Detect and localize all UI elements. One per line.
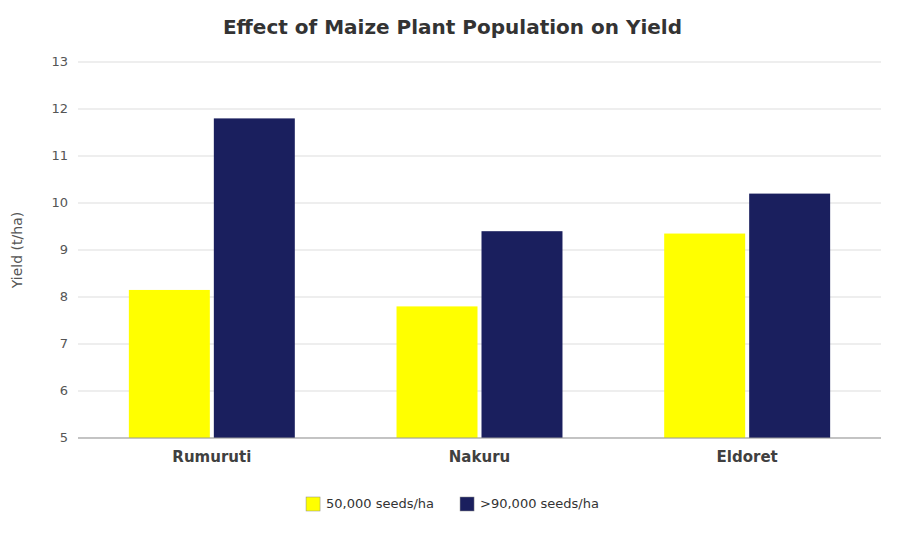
chart-svg: Effect of Maize Plant Population on Yiel…	[0, 0, 905, 534]
y-tick-label: 6	[60, 383, 68, 398]
bars	[129, 118, 830, 438]
y-tick-label: 12	[51, 101, 68, 116]
x-axis-line	[78, 438, 881, 439]
bar	[664, 234, 745, 438]
bar	[397, 306, 478, 438]
y-axis: 5 6 7 8 9 10 11 12 13	[51, 54, 68, 445]
legend-label: 50,000 seeds/ha	[326, 496, 434, 511]
y-axis-label: Yield (t/ha)	[9, 212, 25, 289]
legend-label: >90,000 seeds/ha	[480, 496, 599, 511]
legend-item: >90,000 seeds/ha	[460, 496, 599, 512]
grid-line	[78, 62, 881, 63]
legend-swatch	[460, 497, 474, 511]
grid-line	[78, 438, 881, 439]
y-tick-label: 8	[60, 289, 68, 304]
bar	[482, 231, 563, 438]
y-tick-label: 9	[60, 242, 68, 257]
chart-title: Effect of Maize Plant Population on Yiel…	[223, 15, 682, 39]
legend-item: 50,000 seeds/ha	[306, 496, 434, 512]
grid	[78, 62, 881, 438]
legend-swatch	[306, 497, 320, 511]
legend: 50,000 seeds/ha >90,000 seeds/ha	[306, 496, 599, 512]
grid-line	[78, 109, 881, 110]
grid-line	[78, 156, 881, 157]
bar	[214, 118, 295, 438]
page: {"chart_data": {"type": "bar", "title": …	[0, 0, 905, 534]
y-tick-label: 11	[51, 148, 68, 163]
y-tick-label: 10	[51, 195, 68, 210]
chart-container: Effect of Maize Plant Population on Yiel…	[0, 0, 905, 534]
y-tick-label: 7	[60, 336, 68, 351]
x-tick-label: Eldoret	[717, 448, 778, 466]
bar	[129, 290, 210, 438]
bar	[749, 194, 830, 438]
x-axis: Rumuruti Nakuru Eldoret	[172, 448, 777, 466]
x-tick-label: Nakuru	[449, 448, 510, 466]
y-tick-label: 13	[51, 54, 68, 69]
y-tick-label: 5	[60, 430, 68, 445]
x-tick-label: Rumuruti	[172, 448, 251, 466]
